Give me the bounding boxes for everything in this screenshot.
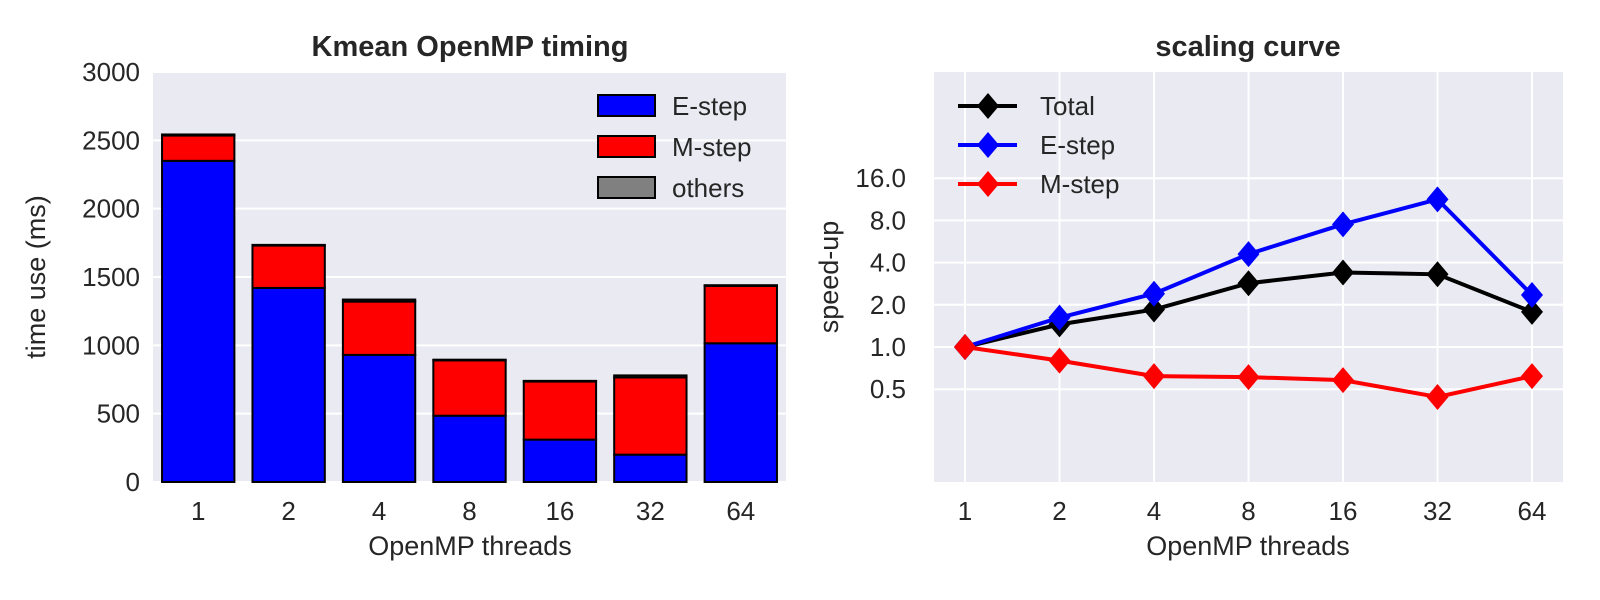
bar-segment-e-step — [251, 286, 326, 483]
scaling-line-chart-canvas: 16.0 8.0 4.0 2.0 1.0 0.5 1 2 4 8 16 32 64 Total E-step… — [814, 31, 1563, 561]
marker-total — [1237, 270, 1260, 297]
legend-label: others — [672, 173, 744, 203]
x-tick-label: 8 — [1241, 496, 1255, 526]
legend-marker — [977, 132, 999, 158]
x-tick-label: 32 — [636, 496, 665, 526]
x-tick-label: 4 — [372, 496, 386, 526]
timing-x-axis-label: OpenMP threads — [368, 531, 572, 561]
marker-e-step — [1426, 186, 1449, 213]
x-tick-label: 1 — [958, 496, 972, 526]
y-tick-label: 4.0 — [870, 248, 906, 278]
legend-label: E-step — [1040, 130, 1115, 160]
bar-segment-others — [432, 358, 507, 362]
x-tick-label: 64 — [1518, 496, 1547, 526]
scaling-y-axis-label: speed-up — [814, 221, 844, 334]
y-tick-label: 500 — [97, 399, 140, 429]
bar-segment-m-step — [251, 244, 326, 289]
y-tick-label: 8.0 — [870, 205, 906, 235]
x-tick-label: 64 — [726, 496, 755, 526]
legend-label: M-step — [1040, 169, 1119, 199]
marker-m-step — [954, 334, 976, 360]
legend-swatch — [597, 94, 656, 117]
bar-segment-e-step — [613, 453, 688, 483]
x-tick-label: 1 — [191, 496, 205, 526]
legend-swatch — [597, 135, 656, 158]
marker-total — [1426, 261, 1449, 288]
bar-segment-e-step — [522, 438, 598, 483]
bar-segment-m-step — [341, 300, 417, 356]
x-tick-label: 32 — [1423, 496, 1452, 526]
marker-total — [1143, 296, 1165, 323]
legend-marker — [977, 171, 999, 197]
plot-layer-0: 0 500 1000 1500 2000 2500 3000 1 2 4 8 16 32 64 E-step… — [82, 57, 786, 526]
x-tick-label: 16 — [545, 496, 574, 526]
marker-e-step — [1143, 280, 1165, 307]
bar-segment-others — [703, 284, 778, 287]
y-tick-label: 1.0 — [870, 332, 906, 362]
y-tick-label: 1500 — [82, 262, 140, 292]
x-tick-label: 2 — [281, 496, 295, 526]
x-tick-label: 2 — [1052, 496, 1066, 526]
marker-m-step — [1048, 347, 1071, 374]
bar-segment-e-step — [703, 342, 778, 483]
marker-m-step — [1521, 363, 1543, 390]
marker-e-step — [1237, 241, 1260, 268]
bar-segment-m-step — [613, 376, 688, 456]
marker-total — [1521, 298, 1543, 325]
y-tick-label: 0 — [126, 467, 140, 497]
legend-label: Total — [1040, 91, 1095, 121]
legend-label: E-step — [672, 91, 747, 121]
x-tick-label: 8 — [462, 496, 476, 526]
marker-e-step — [1521, 281, 1543, 308]
y-tick-label: 2000 — [82, 194, 140, 224]
bar-segment-others — [251, 243, 326, 247]
y-tick-label: 16.0 — [855, 163, 906, 193]
marker-m-step — [1143, 363, 1165, 390]
x-tick-label: 16 — [1329, 496, 1358, 526]
legend-swatch — [597, 176, 656, 199]
marker-m-step — [1237, 364, 1260, 391]
bar-segment-others — [613, 374, 688, 379]
y-tick-label: 3000 — [82, 57, 140, 87]
timing-y-axis-label: time use (ms) — [21, 195, 51, 359]
y-tick-label: 2.0 — [870, 290, 906, 320]
bar-segment-e-step — [161, 159, 236, 483]
scaling-x-axis-label: OpenMP threads — [1146, 531, 1350, 561]
bar-segment-m-step — [432, 359, 507, 417]
timing-bar-chart-canvas: 0 500 1000 1500 2000 2500 3000 1 2 4 8 16 32 64 E-step… — [21, 31, 786, 561]
marker-m-step — [1332, 367, 1354, 394]
scaling-chart-title: scaling curve — [1155, 31, 1340, 63]
legend-label: M-step — [672, 132, 751, 162]
bar-segment-m-step — [703, 284, 778, 345]
y-tick-label: 1000 — [82, 330, 140, 360]
bar-segment-others — [522, 379, 598, 383]
bar-segment-others — [161, 133, 236, 137]
y-tick-label: 0.5 — [870, 374, 906, 404]
legend-marker — [977, 93, 999, 119]
marker-e-step — [1332, 211, 1354, 238]
bar-segment-m-step — [161, 134, 236, 162]
marker-m-step — [1426, 383, 1449, 410]
marker-total — [1332, 259, 1354, 286]
bar-segment-m-step — [522, 380, 598, 441]
plot-layer-1: 16.0 8.0 4.0 2.0 1.0 0.5 1 2 4 8 16 32 64 Total E-step… — [855, 72, 1563, 526]
bar-segment-e-step — [432, 414, 507, 484]
timing-chart-title: Kmean OpenMP timing — [312, 31, 629, 63]
x-tick-label: 4 — [1147, 496, 1161, 526]
bar-segment-e-step — [341, 353, 417, 483]
y-tick-label: 2500 — [82, 125, 140, 155]
marker-e-step — [1048, 304, 1071, 331]
bar-segment-others — [341, 298, 417, 303]
